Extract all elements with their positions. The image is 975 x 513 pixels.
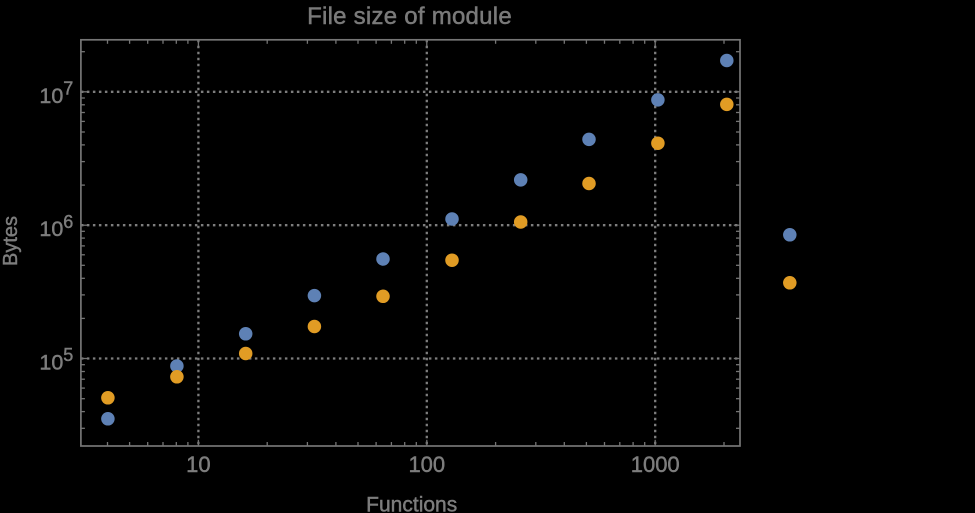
svg-text:107: 107 (39, 79, 73, 108)
svg-text:File size of module: File size of module (307, 3, 512, 30)
svg-text:10: 10 (186, 452, 210, 477)
svg-text:Bytes: Bytes (0, 216, 22, 266)
svg-text:100: 100 (408, 452, 445, 477)
svg-text:Functions: Functions (366, 493, 457, 513)
svg-text:105: 105 (39, 345, 73, 374)
svg-text:1000: 1000 (631, 452, 680, 477)
svg-text:106: 106 (39, 212, 73, 241)
